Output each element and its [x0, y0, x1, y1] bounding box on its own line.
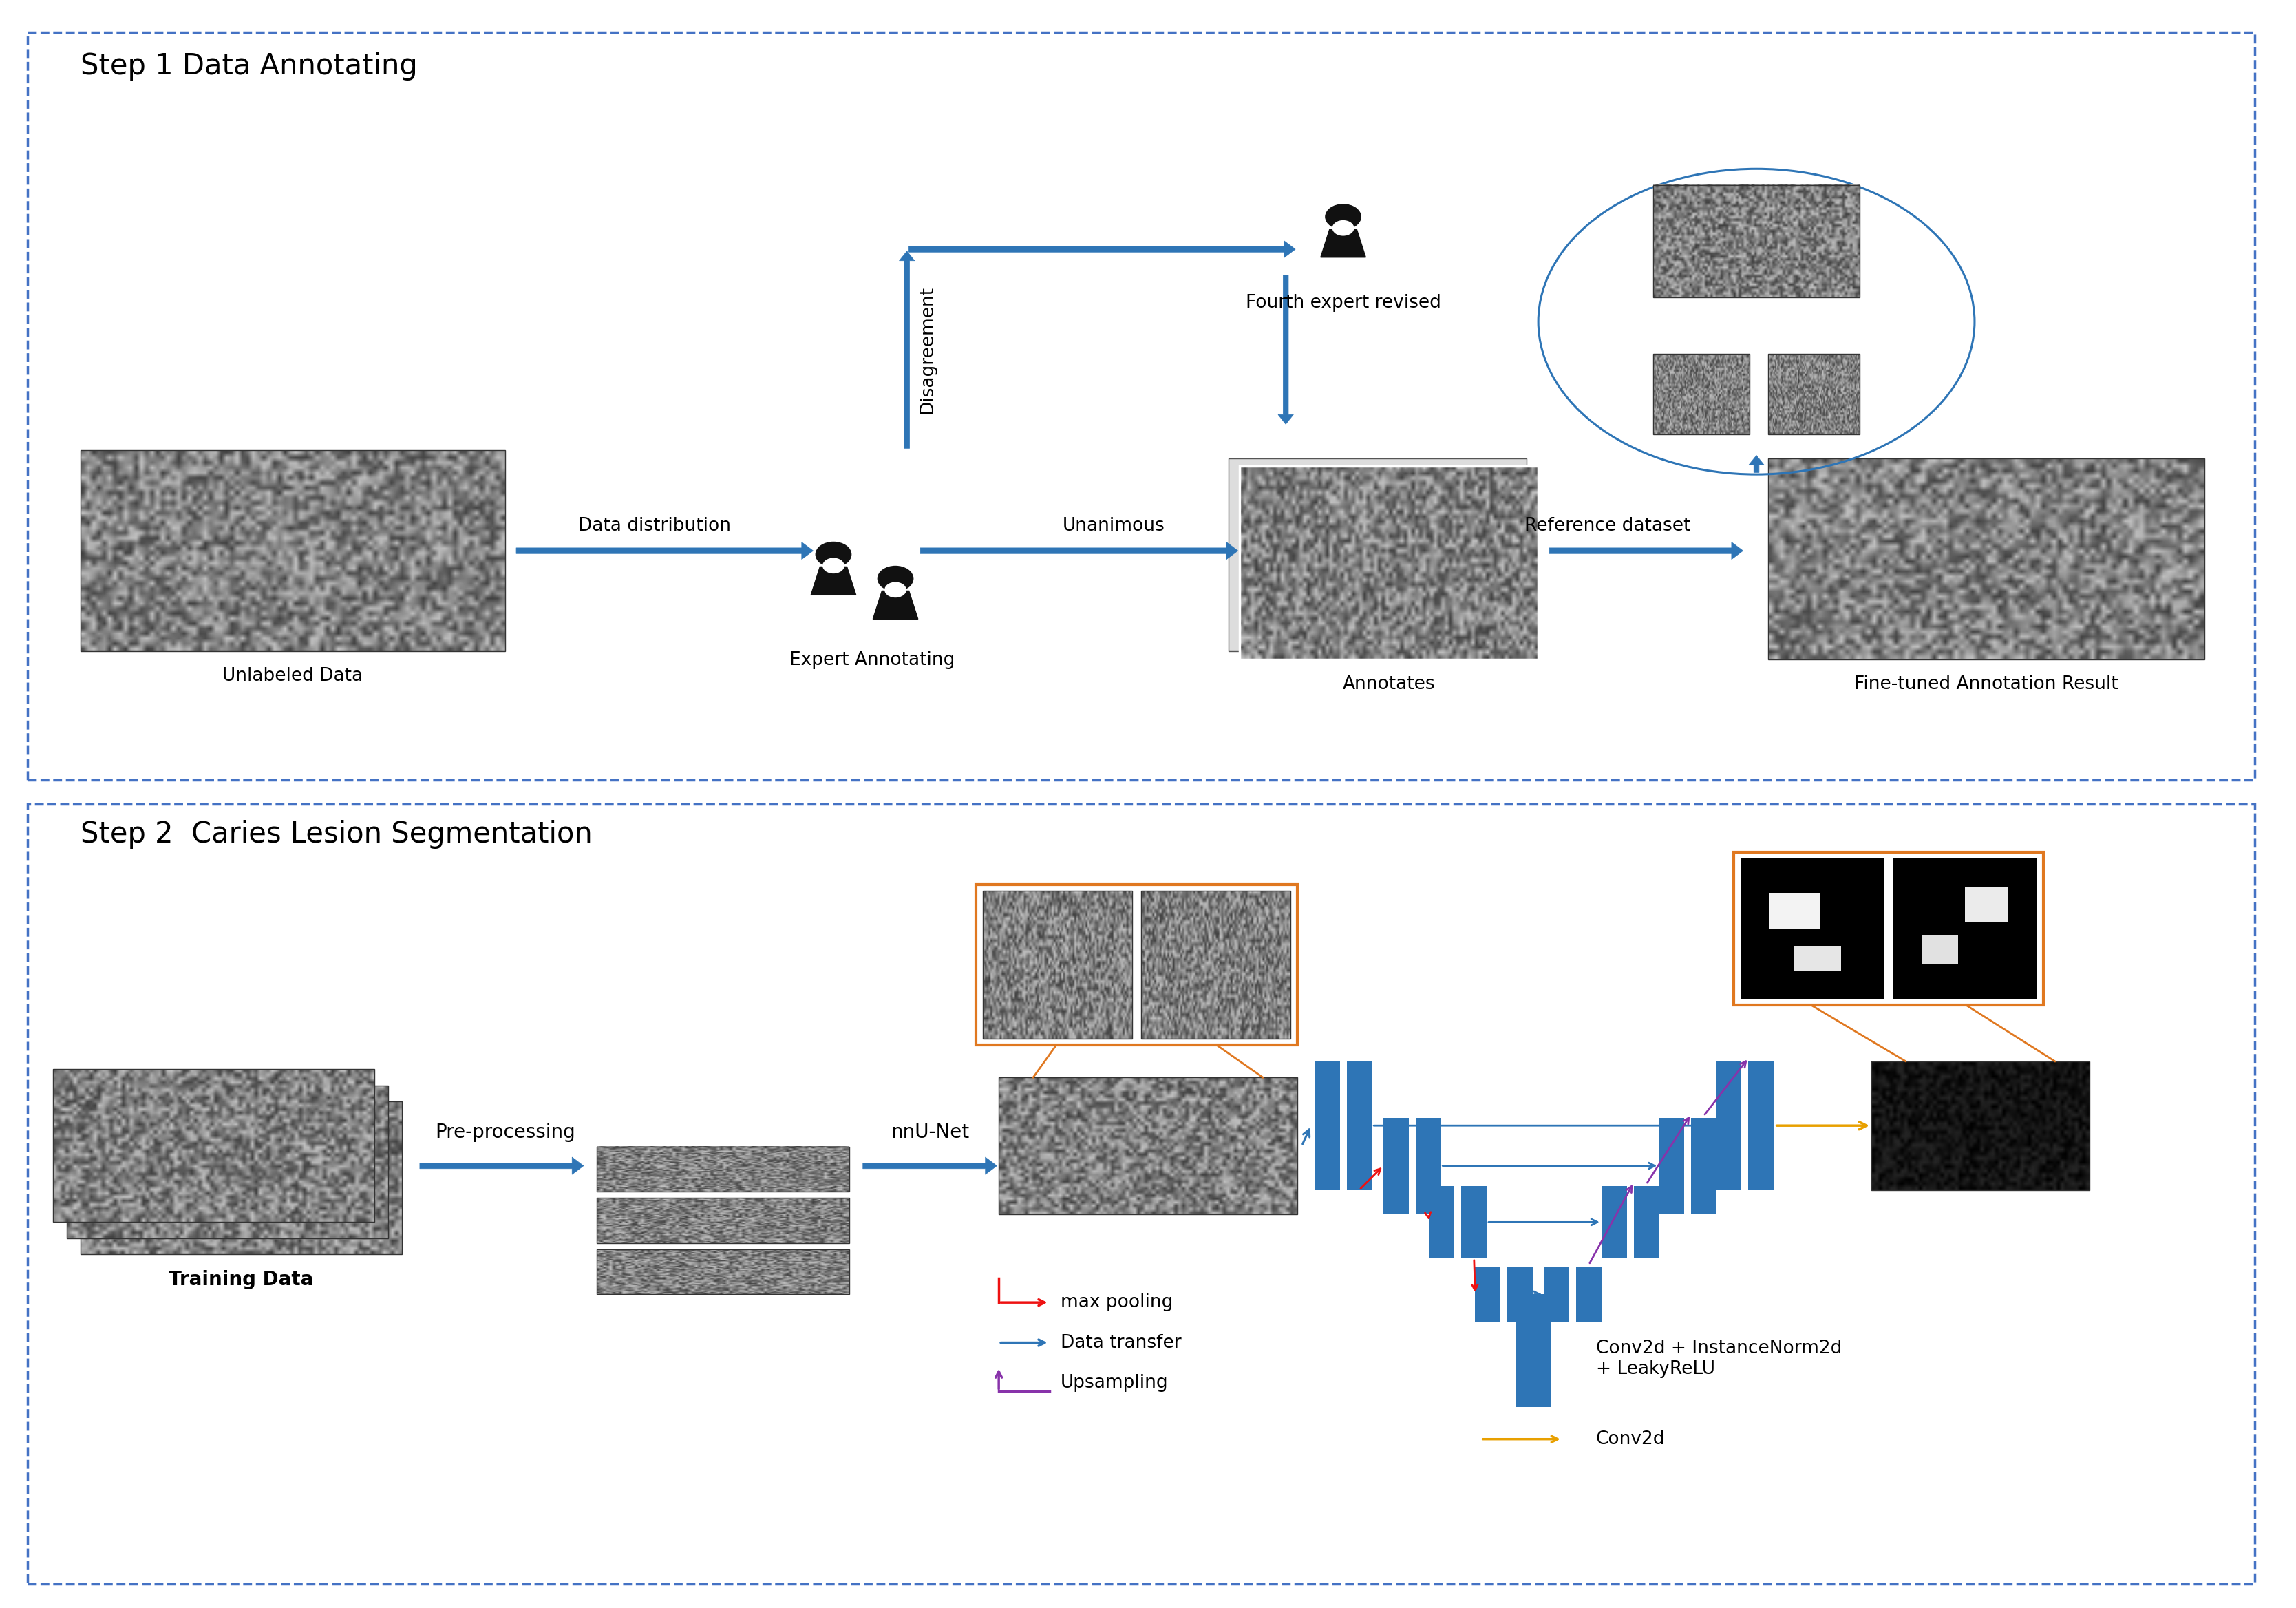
Bar	[597, 1198, 850, 1243]
Bar	[80, 450, 505, 651]
Bar	[1240, 466, 1538, 659]
Bar	[1141, 891, 1290, 1039]
Bar	[597, 1147, 850, 1192]
Bar	[1768, 458, 2204, 659]
Polygon shape	[810, 568, 856, 595]
Bar	[1313, 1061, 1341, 1190]
Bar	[1414, 1118, 1440, 1214]
Bar	[1715, 1061, 1740, 1190]
Polygon shape	[872, 592, 918, 619]
Bar	[1428, 1187, 1453, 1257]
Bar	[983, 891, 1132, 1039]
Text: Disagreement: Disagreement	[918, 286, 937, 413]
Text: Expert Annotating: Expert Annotating	[790, 651, 955, 669]
Bar	[1345, 1061, 1371, 1190]
Bar	[1750, 1061, 1773, 1190]
Text: Data transfer: Data transfer	[1061, 1333, 1182, 1352]
Text: Conv2d: Conv2d	[1596, 1430, 1665, 1449]
Bar	[1543, 1267, 1568, 1322]
Bar	[28, 804, 2255, 1584]
Polygon shape	[1320, 230, 1366, 257]
Text: Pre-processing: Pre-processing	[434, 1122, 576, 1142]
Bar	[1603, 1187, 1626, 1257]
Text: Upsampling: Upsampling	[1061, 1373, 1169, 1393]
Bar	[1690, 1118, 1715, 1214]
Text: Conv2d + InstanceNorm2d
+ LeakyReLU: Conv2d + InstanceNorm2d + LeakyReLU	[1596, 1339, 1841, 1378]
Circle shape	[1325, 204, 1362, 230]
Text: Data distribution: Data distribution	[579, 516, 730, 534]
Text: Unanimous: Unanimous	[1063, 516, 1164, 534]
Bar	[1635, 1187, 1658, 1257]
Text: Annotates: Annotates	[1343, 675, 1435, 693]
Text: Unlabeled Data: Unlabeled Data	[223, 667, 363, 685]
Bar	[53, 1069, 374, 1222]
Text: Step 1 Data Annotating: Step 1 Data Annotating	[80, 51, 418, 80]
Text: nnU-Net: nnU-Net	[891, 1122, 969, 1142]
Bar	[1515, 1294, 1550, 1407]
Circle shape	[815, 542, 852, 568]
Bar	[1653, 354, 1750, 434]
Bar	[976, 884, 1297, 1045]
Bar	[1871, 1061, 2089, 1190]
Bar	[1240, 466, 1538, 659]
Text: Reference dataset: Reference dataset	[1525, 516, 1690, 534]
Bar	[1460, 1187, 1488, 1257]
Circle shape	[884, 582, 907, 597]
Text: Fine-tuned Annotation Result: Fine-tuned Annotation Result	[1855, 675, 2117, 693]
Circle shape	[877, 566, 914, 592]
Bar	[1575, 1267, 1603, 1322]
Bar	[1653, 185, 1860, 297]
Text: Fourth expert revised: Fourth expert revised	[1244, 294, 1442, 312]
Bar	[1228, 458, 1527, 651]
Bar	[1733, 852, 2043, 1005]
Bar	[1768, 354, 1860, 434]
Bar	[1382, 1118, 1410, 1214]
Bar	[1658, 1118, 1683, 1214]
Bar	[597, 1249, 850, 1294]
Bar	[1508, 1267, 1534, 1322]
Bar	[67, 1085, 388, 1238]
Bar	[28, 32, 2255, 780]
Circle shape	[1332, 220, 1355, 235]
Text: max pooling: max pooling	[1061, 1293, 1173, 1312]
Text: Training Data: Training Data	[168, 1270, 315, 1290]
Circle shape	[822, 558, 845, 572]
Bar	[999, 1077, 1297, 1214]
Bar	[1474, 1267, 1502, 1322]
Text: Step 2  Caries Lesion Segmentation: Step 2 Caries Lesion Segmentation	[80, 820, 592, 849]
Bar	[80, 1101, 402, 1254]
